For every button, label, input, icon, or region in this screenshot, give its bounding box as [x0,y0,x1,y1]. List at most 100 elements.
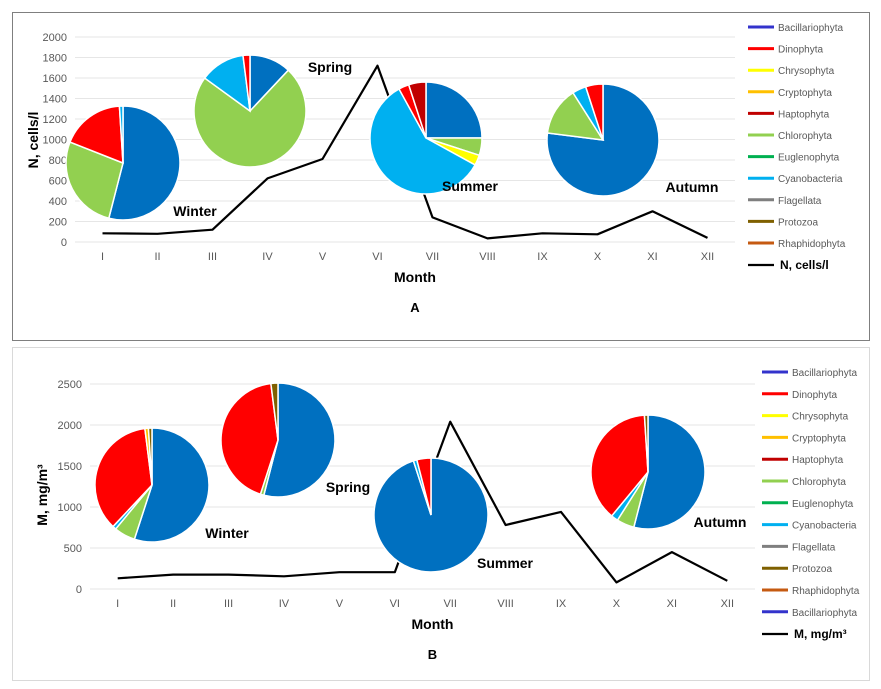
legend-label: Euglenophyta [792,499,854,510]
legend-label: Cyanobacteria [778,174,843,185]
x-tick-label: V [336,598,344,610]
legend-label: Protozoa [778,217,818,228]
season-label: Winter [173,203,217,219]
legend-label: Flagellata [778,196,822,207]
legend-label: Cryptophyta [792,433,846,444]
legend-label: Chlorophyta [792,477,846,488]
pie-slice [425,81,483,139]
pie-winter [94,427,210,543]
y-tick-label: 1200 [43,114,67,126]
legend-line-label: M, mg/m³ [794,627,847,641]
x-tick-label: XI [667,598,677,610]
y-tick-label: 1800 [43,53,67,65]
panel-b-frame [12,347,870,681]
x-tick-label: VI [390,598,400,610]
pie-slice [590,414,649,517]
pie-slice [262,382,336,498]
pie-winter [65,105,181,221]
y-tick-label: 1400 [43,94,67,106]
x-tick-label: I [116,598,119,610]
y-axis-title: M, mg/m³ [34,464,50,526]
x-tick-label: XI [647,251,657,263]
legend-label: Bacillariophyta [792,608,857,619]
legend-label: Rhaphidophyta [778,239,846,250]
legend-label: Chrysophyta [778,66,835,77]
pie-slice [584,83,604,141]
panel-label: B [428,647,437,662]
y-tick-label: 0 [61,237,67,249]
pie-slice [65,141,124,220]
legend-label: Cyanobacteria [792,521,857,532]
pie-slice [415,457,432,516]
pie-spring [193,54,307,168]
pie-slice [220,382,279,496]
pie-slice [643,414,649,473]
pie-slice [118,105,124,164]
x-axis-title: Month [394,269,436,285]
pie-autumn [546,83,660,197]
y-tick-label: 800 [49,155,67,167]
legend-label: Chrysophyta [792,412,849,423]
x-tick-label: IV [279,598,290,610]
pie-slice [407,81,427,139]
y-tick-label: 2500 [58,379,82,391]
y-tick-label: 0 [76,584,82,596]
legend-label: Bacillariophyta [792,368,857,379]
pie-slice [546,83,660,197]
pie-slice [242,54,251,112]
legend-label: Haptophyta [778,109,830,120]
x-tick-label: XII [701,251,714,263]
y-tick-label: 400 [49,196,67,208]
x-tick-label: I [101,251,104,263]
pie-summer [373,457,489,573]
x-tick-label: IX [537,251,548,263]
legend-label: Cryptophyta [778,88,832,99]
x-axis-title: Month [412,616,454,632]
x-tick-label: II [170,598,176,610]
x-tick-label: VIII [497,598,514,610]
pie-autumn [590,414,706,530]
y-tick-label: 1600 [43,73,67,85]
pie-slice [369,87,477,195]
legend-label: Haptophyta [792,455,844,466]
x-tick-label: IV [262,251,273,263]
legend-label: Flagellata [792,542,836,553]
legend-label: Bacillariophyta [778,23,843,34]
y-tick-label: 1000 [58,502,82,514]
x-tick-label: III [224,598,233,610]
y-tick-label: 600 [49,176,67,188]
pie-slice [133,427,210,543]
season-label: Summer [442,178,499,194]
legend-label: Rhaphidophyta [792,586,860,597]
panel-a-frame [12,12,870,341]
season-label: Spring [308,59,352,75]
pie-spring [220,382,336,498]
x-tick-label: V [319,251,327,263]
x-tick-label: X [613,598,621,610]
x-tick-label: VII [426,251,439,263]
pie-slice [270,382,279,441]
pie-slice [147,427,153,486]
pie-slice [193,69,307,168]
y-tick-label: 2000 [43,32,67,44]
y-tick-label: 200 [49,217,67,229]
x-tick-label: III [208,251,217,263]
legend-line-label: N, cells/l [780,258,829,272]
pie-slice [94,427,153,528]
season-label: Summer [477,555,534,571]
season-label: Spring [326,479,370,495]
pie-summer [369,81,483,195]
x-tick-label: II [154,251,160,263]
panel-label: A [410,300,420,315]
x-tick-label: X [594,251,602,263]
x-tick-label: IX [556,598,567,610]
legend-label: Dinophyta [792,390,837,401]
pie-slice [107,105,181,221]
season-label: Autumn [694,514,747,530]
legend-label: Dinophyta [778,45,823,56]
y-tick-label: 1500 [58,461,82,473]
y-axis-title: N, cells/l [25,112,41,169]
